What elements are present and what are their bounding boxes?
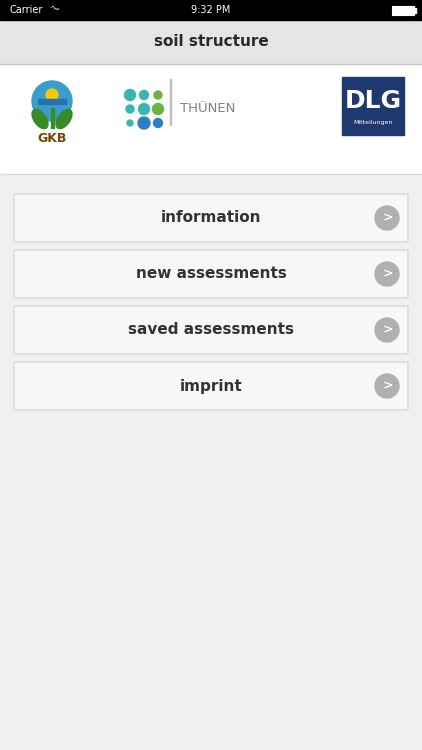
Text: ~: ~ [52,5,59,14]
Bar [414,8,416,13]
Text: >: > [383,323,393,337]
Ellipse shape [56,110,72,129]
Bar [342,77,404,135]
Bar [0,0,422,20]
Circle shape [154,118,162,128]
Text: GKB: GKB [37,133,67,146]
Circle shape [138,104,149,115]
Text: 9:32 PM: 9:32 PM [191,5,231,15]
Bar [38,99,66,104]
Circle shape [375,206,399,230]
Bar [0,20,422,64]
Circle shape [32,81,72,121]
Bar [51,108,54,128]
Text: >: > [383,380,393,392]
Text: ^: ^ [49,6,55,12]
Circle shape [375,262,399,286]
Circle shape [124,89,135,101]
Text: DLG: DLG [344,89,402,113]
Text: soil structure: soil structure [154,34,268,50]
Circle shape [46,89,58,101]
Text: information: information [161,211,261,226]
Bar [0,64,422,174]
Circle shape [154,91,162,99]
Text: saved assessments: saved assessments [128,322,294,338]
Circle shape [127,120,133,126]
Circle shape [138,117,150,129]
Bar [170,79,171,125]
Text: >: > [383,268,393,280]
Bar [392,5,414,14]
Text: Carrier: Carrier [10,5,43,15]
Text: imprint: imprint [180,379,242,394]
Circle shape [375,318,399,342]
Circle shape [375,374,399,398]
Text: new assessments: new assessments [135,266,287,281]
FancyBboxPatch shape [14,306,408,354]
Circle shape [140,91,149,100]
FancyBboxPatch shape [14,250,408,298]
Text: Mitteilungen: Mitteilungen [353,120,393,124]
Ellipse shape [32,110,48,129]
Circle shape [152,104,163,115]
Text: THÜNEN: THÜNEN [180,103,235,116]
Circle shape [126,105,134,113]
FancyBboxPatch shape [14,362,408,410]
FancyBboxPatch shape [14,194,408,242]
Text: >: > [383,211,393,224]
